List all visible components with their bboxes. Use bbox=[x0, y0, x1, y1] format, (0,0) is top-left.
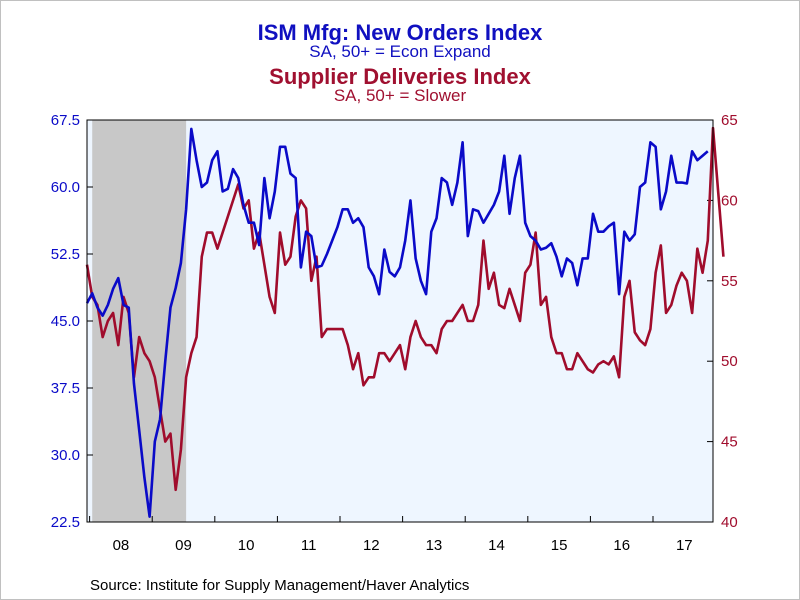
x-axis-tick-label: 10 bbox=[238, 537, 255, 554]
left-axis-tick-label: 22.5 bbox=[51, 514, 80, 531]
left-axis-tick-label: 30.0 bbox=[51, 447, 80, 464]
left-axis-tick-label: 37.5 bbox=[51, 380, 80, 397]
left-axis-tick-label: 67.5 bbox=[51, 112, 80, 129]
left-axis: 22.5 30.0 37.5 45.0 52.5 60.0 67.5 bbox=[51, 112, 93, 531]
x-axis-tick-label: 08 bbox=[113, 537, 130, 554]
x-axis-tick-label: 12 bbox=[363, 537, 380, 554]
chart-title-primary: ISM Mfg: New Orders Index bbox=[257, 20, 543, 45]
chart-subtitle-primary: SA, 50+ = Econ Expand bbox=[309, 42, 491, 61]
source-note: Source: Institute for Supply Management/… bbox=[90, 577, 470, 594]
plot-area bbox=[87, 120, 713, 522]
new-orders-line bbox=[85, 127, 709, 518]
right-axis-tick-label: 50 bbox=[721, 353, 738, 370]
supplier-deliveries-line bbox=[85, 126, 725, 492]
x-axis: 08 09 10 11 12 13 14 15 16 17 bbox=[89, 516, 693, 554]
x-axis-tick-label: 16 bbox=[613, 537, 630, 554]
x-axis-tick-label: 15 bbox=[551, 537, 568, 554]
right-axis: 40 45 50 55 60 65 bbox=[707, 112, 738, 531]
x-axis-tick-label: 11 bbox=[301, 537, 317, 554]
chart-title-secondary: Supplier Deliveries Index bbox=[269, 64, 531, 89]
left-axis-tick-label: 60.0 bbox=[51, 179, 80, 196]
plot-border bbox=[86, 119, 714, 523]
x-axis-tick-label: 13 bbox=[426, 537, 443, 554]
x-axis-tick-label: 17 bbox=[676, 537, 693, 554]
right-axis-tick-label: 45 bbox=[721, 434, 738, 451]
chart-subtitle-secondary: SA, 50+ = Slower bbox=[333, 86, 467, 105]
right-axis-tick-label: 55 bbox=[721, 273, 738, 290]
x-axis-tick-label: 14 bbox=[488, 537, 505, 554]
right-axis-tick-label: 60 bbox=[721, 192, 738, 209]
x-axis-tick-label: 09 bbox=[175, 537, 192, 554]
right-axis-tick-label: 40 bbox=[721, 514, 738, 531]
left-axis-tick-label: 45.0 bbox=[51, 313, 80, 330]
left-axis-tick-label: 52.5 bbox=[51, 246, 80, 263]
right-axis-tick-label: 65 bbox=[721, 112, 738, 129]
